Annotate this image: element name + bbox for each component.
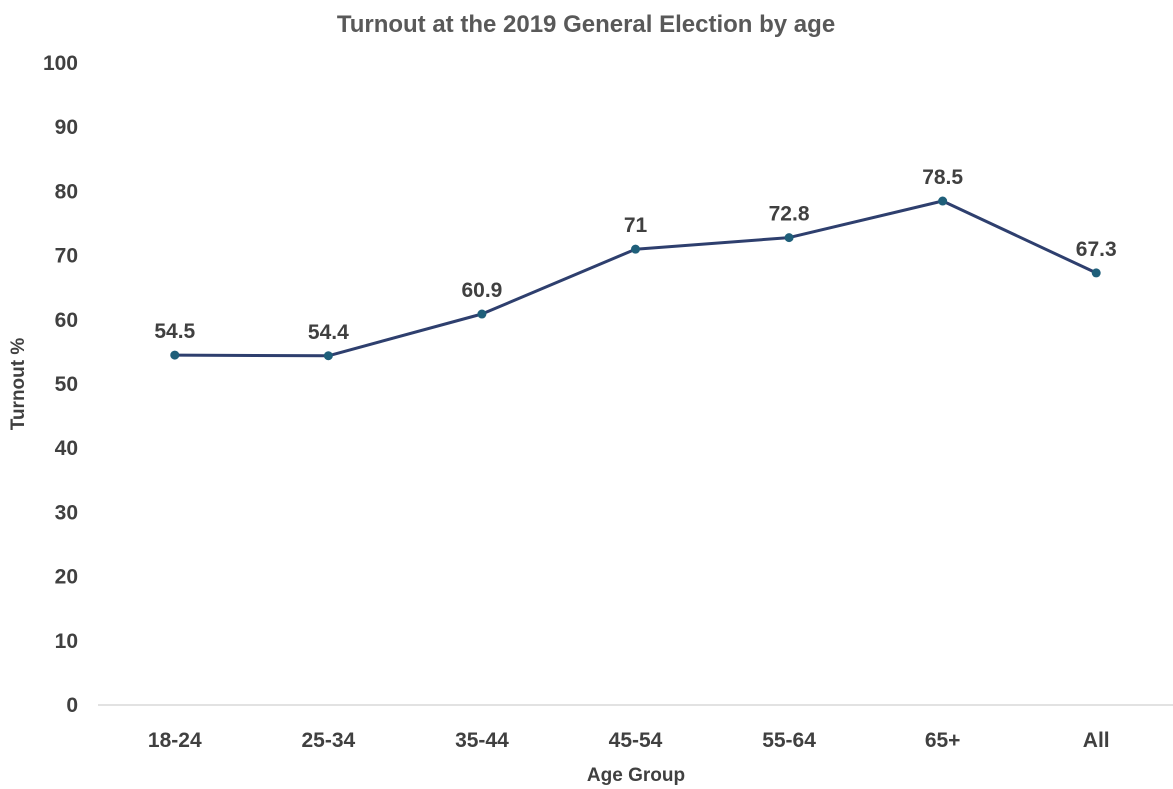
data-label: 54.4	[308, 321, 349, 344]
data-label: 72.8	[769, 203, 810, 226]
y-tick-label: 20	[55, 566, 78, 589]
data-point-marker	[323, 351, 333, 361]
data-labels: 54.5 54.4 60.9 71 72.8 78.5 67.3	[154, 166, 1116, 344]
data-point-marker	[477, 309, 487, 319]
series-markers	[170, 196, 1101, 361]
x-axis-title: Age Group	[587, 765, 685, 786]
y-axis-title: Turnout %	[8, 338, 29, 431]
data-label: 60.9	[461, 279, 502, 302]
x-tick-label: 65+	[925, 729, 961, 752]
data-point-marker	[784, 233, 794, 243]
y-tick-label: 80	[55, 180, 78, 203]
data-point-marker	[1091, 268, 1101, 278]
y-tick-label: 30	[55, 501, 78, 524]
data-label: 78.5	[922, 166, 963, 189]
y-tick-label: 60	[55, 309, 78, 332]
y-tick-label: 90	[55, 116, 78, 139]
x-tick-label: 35-44	[455, 729, 509, 752]
x-tick-label: All	[1083, 729, 1110, 752]
y-tick-label: 0	[66, 694, 78, 717]
chart-title: Turnout at the 2019 General Election by …	[337, 11, 835, 38]
x-tick-label: 25-34	[301, 729, 355, 752]
data-point-marker	[631, 244, 640, 254]
x-tick-label: 18-24	[148, 729, 202, 752]
data-label: 54.5	[154, 320, 195, 343]
data-label: 67.3	[1076, 238, 1117, 261]
y-axis-tick-labels: 0 10 20 30 40 50 60 70 80 90 100	[43, 52, 78, 717]
data-point-marker	[938, 196, 948, 206]
x-tick-label: 55-64	[762, 729, 816, 752]
data-label: 71	[624, 214, 648, 237]
data-point-marker	[170, 350, 180, 360]
x-tick-label: 45-54	[609, 729, 663, 752]
y-tick-label: 10	[55, 630, 78, 653]
x-axis-tick-labels: 18-24 25-34 35-44 45-54 55-64 65+ All	[148, 729, 1110, 752]
y-tick-label: 70	[55, 245, 78, 268]
y-tick-label: 100	[43, 52, 78, 75]
y-tick-label: 50	[55, 373, 78, 396]
y-tick-label: 40	[55, 437, 78, 460]
